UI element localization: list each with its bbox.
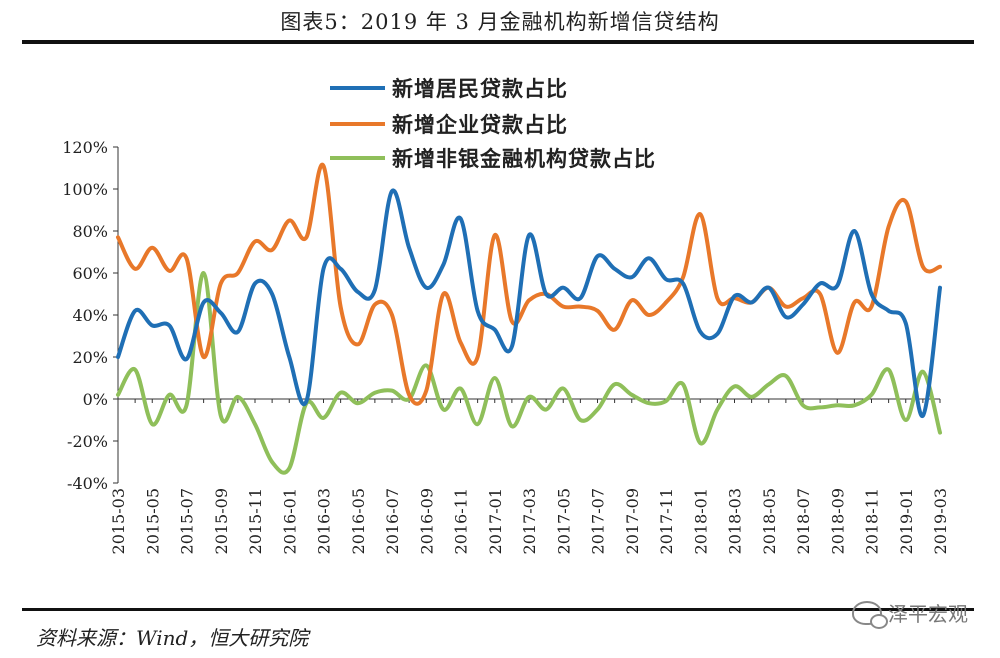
x-tick-label: 2019-01: [897, 488, 916, 554]
x-tick-label: 2019-03: [931, 488, 950, 554]
x-tick-label: 2016-09: [417, 488, 436, 554]
x-tick-label: 2017-03: [520, 488, 539, 554]
x-tick-label: 2015-09: [212, 488, 231, 554]
legend-label-3: 新增非银金融机构贷款占比: [392, 147, 656, 171]
line-chart: -40%-20%0%20%40%60%80%100%120% 2015-03 20…: [62, 77, 950, 554]
x-tick-label: 2018-09: [828, 488, 847, 554]
top-rule: [22, 40, 974, 44]
y-tick-label: 120%: [62, 138, 108, 157]
y-tick-label: 100%: [62, 180, 108, 199]
x-tick-label: 2016-11: [452, 488, 471, 554]
x-tick-label: 2017-07: [589, 488, 608, 554]
x-tick-label: 2016-01: [280, 488, 299, 554]
y-tick-label: 20%: [72, 348, 108, 367]
y-tick-label: -40%: [67, 474, 108, 493]
series-lines: [116, 162, 942, 475]
x-tick-label: 2018-07: [794, 488, 813, 554]
y-axis: -40% -20% 0% 20% 40% 60% 80% 100% 120%: [62, 138, 119, 493]
x-tick-label: 2015-03: [109, 488, 128, 554]
series-line-3: [116, 270, 942, 475]
legend-label-2: 新增企业贷款占比: [392, 113, 568, 137]
y-tick-label: 0%: [83, 390, 108, 409]
series-line-1: [116, 188, 942, 418]
bottom-rule: [22, 608, 974, 611]
x-tick-label: 2015-07: [178, 488, 197, 554]
y-tick-label: -20%: [67, 432, 108, 451]
series-line-2: [116, 162, 942, 406]
wechat-icon: [852, 600, 888, 629]
watermark: 泽平宏观: [852, 598, 968, 629]
x-tick-label: 2017-01: [486, 488, 505, 554]
x-tick-label: 2015-11: [246, 488, 265, 554]
x-tick-label: 2018-01: [691, 488, 710, 554]
x-tick-label: 2016-07: [383, 488, 402, 554]
x-tick-label: 2016-05: [349, 488, 368, 554]
x-axis: 2015-03 2015-05 2015-07 2015-09 2015-11 2016-…: [109, 398, 950, 554]
x-tick-label: 2017-05: [554, 488, 573, 554]
y-tick-label: 60%: [72, 264, 108, 283]
source-note: 资料来源：Wind，恒大研究院: [36, 626, 309, 650]
watermark-text: 泽平宏观: [888, 602, 968, 626]
chart-title: 图表5：2019 年 3 月金融机构新增信贷结构: [280, 10, 720, 34]
y-tick-label: 40%: [72, 306, 108, 325]
legend-label-1: 新增居民贷款占比: [392, 77, 568, 101]
x-tick-label: 2017-11: [657, 488, 676, 554]
x-tick-label: 2015-05: [143, 488, 162, 554]
x-tick-label: 2016-03: [315, 488, 334, 554]
y-tick-label: 80%: [72, 222, 108, 241]
x-tick-label: 2018-03: [726, 488, 745, 554]
x-tick-label: 2018-05: [760, 488, 779, 554]
x-tick-label: 2018-11: [863, 488, 882, 554]
x-tick-label: 2017-09: [623, 488, 642, 554]
